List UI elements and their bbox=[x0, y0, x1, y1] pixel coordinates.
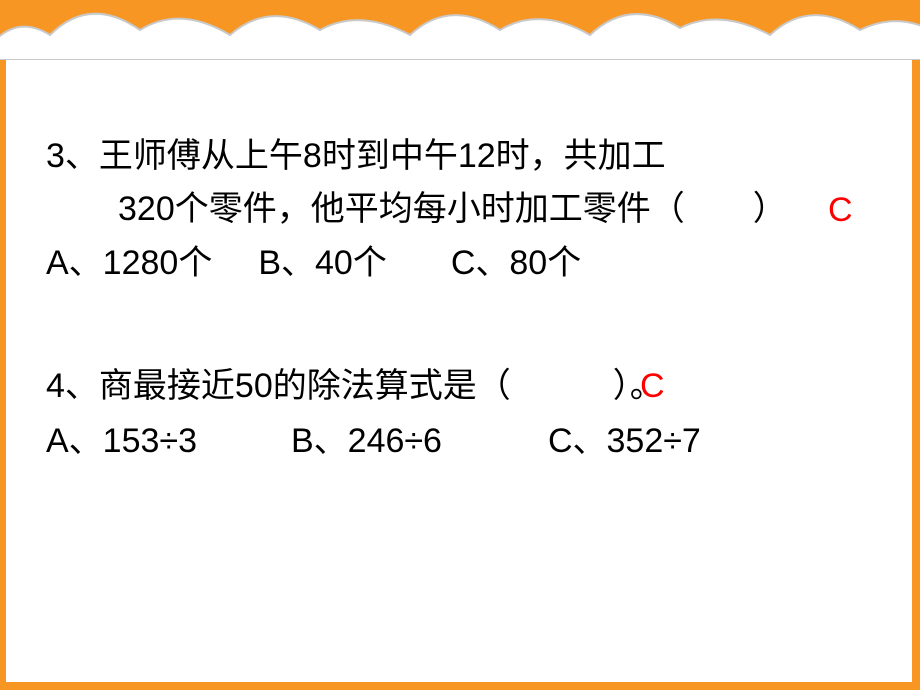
question-4: 4、商最接近50的除法算式是（ ）。 C A、153÷3 B、246÷6 C、352… bbox=[46, 360, 872, 467]
q3-option-c: C、80个 bbox=[451, 244, 581, 282]
question-4-text: 4、商最接近50的除法算式是（ ）。 C bbox=[46, 360, 872, 413]
question-3-text: 3、王师傅从上午8时到中午12时，共加工 320个零件，他平均每小时加工零件（ … bbox=[46, 130, 872, 235]
q4-option-c: C、352÷7 bbox=[548, 422, 701, 460]
q4-option-b: B、246÷6 bbox=[291, 422, 442, 460]
question-3-options: A、1280个 B、40个 C、80个 bbox=[46, 237, 872, 290]
question-4-options: A、153÷3 B、246÷6 C、352÷7 bbox=[46, 415, 872, 468]
q4-option-a: A、153÷3 bbox=[46, 422, 197, 460]
question-3: 3、王师傅从上午8时到中午12时，共加工 320个零件，他平均每小时加工零件（ … bbox=[46, 130, 872, 290]
question-4-line1: 4、商最接近50的除法算式是（ ）。 bbox=[46, 367, 664, 405]
question-3-line2: 320个零件，他平均每小时加工零件（ ） bbox=[46, 190, 787, 228]
cloud-border-decoration bbox=[0, 0, 920, 60]
question-3-answer: C bbox=[828, 184, 853, 237]
slide-content-area: 3、王师傅从上午8时到中午12时，共加工 320个零件，他平均每小时加工零件（ … bbox=[6, 50, 912, 682]
q3-option-b: B、40个 bbox=[258, 244, 387, 282]
q3-option-a: A、1280个 bbox=[46, 244, 212, 282]
question-4-answer: C bbox=[640, 360, 665, 413]
question-3-line1: 3、王师傅从上午8时到中午12时，共加工 bbox=[46, 137, 666, 175]
